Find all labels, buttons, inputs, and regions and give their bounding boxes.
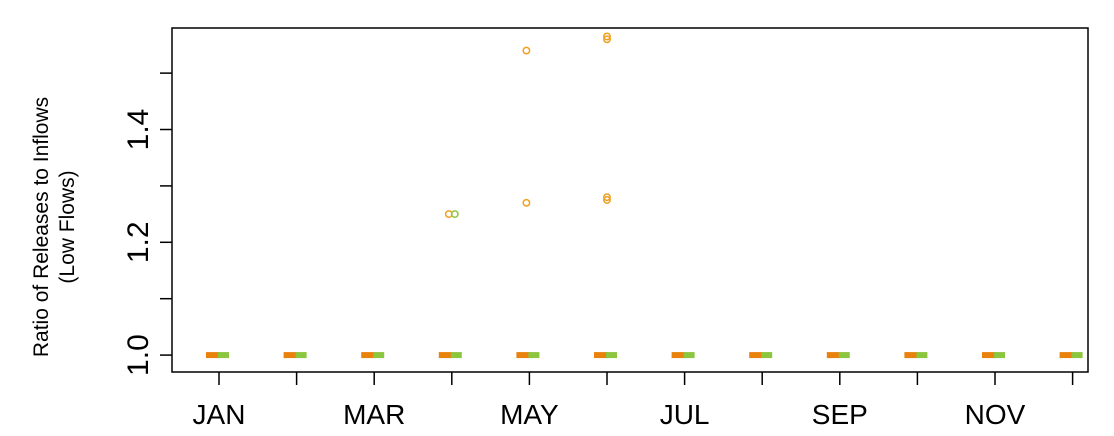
x-tick-label: JUL <box>660 399 710 430</box>
x-tick-label: MAR <box>343 399 405 430</box>
y-axis-label-line2: (Low Flows) <box>56 170 79 283</box>
y-tick-label: 1.0 <box>122 334 155 376</box>
y-axis: 1.0 1.2 1.4 <box>122 72 172 376</box>
outlier-point <box>522 198 531 207</box>
y-axis-label-line1: Ratio of Releases to Inflows <box>30 97 53 357</box>
x-tick-label: MAY <box>500 399 559 430</box>
y-tick-label: 1.4 <box>122 109 155 151</box>
outlier-point <box>522 46 531 55</box>
x-axis: JAN MAR MAY JUL SEP NOV <box>193 372 1074 430</box>
outlier-point <box>603 35 611 44</box>
outlier-point <box>603 32 611 41</box>
x-tick-label: SEP <box>812 399 868 430</box>
plot-frame <box>171 27 1089 373</box>
x-tick-label: NOV <box>965 399 1026 430</box>
outlier-points <box>444 32 611 219</box>
outlier-point <box>603 193 611 202</box>
y-tick-label: 1.2 <box>122 221 155 263</box>
outlier-point <box>603 196 611 204</box>
outlier-point <box>450 210 459 219</box>
x-tick-label: JAN <box>193 399 246 430</box>
